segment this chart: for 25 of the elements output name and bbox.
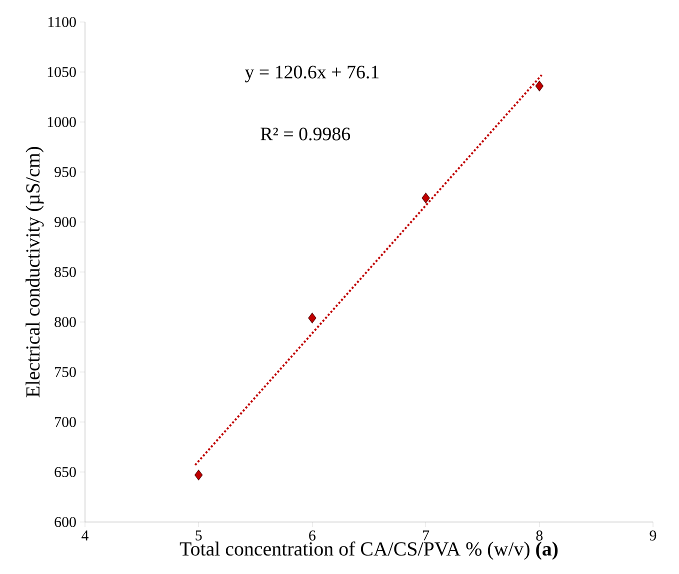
- y-tick-label: 650: [54, 466, 76, 478]
- y-tick-label: 1000: [48, 116, 76, 128]
- point: [308, 312, 316, 324]
- annotation: y = 120.6x + 76.1: [244, 66, 379, 82]
- x-tick-label: 9: [650, 530, 656, 541]
- x-tick-label: 5: [196, 530, 202, 540]
- y-tick-label: 950: [54, 166, 76, 178]
- point: [422, 192, 430, 204]
- y-tick-label: 600: [54, 516, 76, 528]
- y-tick-label: 700: [55, 416, 76, 428]
- annotation: R² = 0.9986: [260, 128, 350, 140]
- point: [535, 80, 544, 92]
- x-tick-label: 7: [423, 530, 430, 540]
- x-tick-label: 6: [309, 530, 316, 541]
- y-tick-label: 800: [54, 316, 76, 328]
- y-tick-label: 850: [54, 266, 76, 278]
- y-tick-label: 750: [55, 366, 76, 378]
- x-tick-label: 4: [82, 530, 88, 540]
- y-tick-label: 1050: [48, 66, 76, 78]
- y-axis-title: Electrical conductivity (µS/cm): [26, 147, 44, 398]
- y-tick-label: 900: [54, 216, 76, 228]
- x-axis-title: Total concentration of CA/CS/PVA % (w/v) (a): [180, 541, 558, 560]
- x-tick-label: 8: [536, 530, 543, 541]
- point: [194, 470, 203, 480]
- y-tick-label: 1100: [48, 16, 76, 28]
